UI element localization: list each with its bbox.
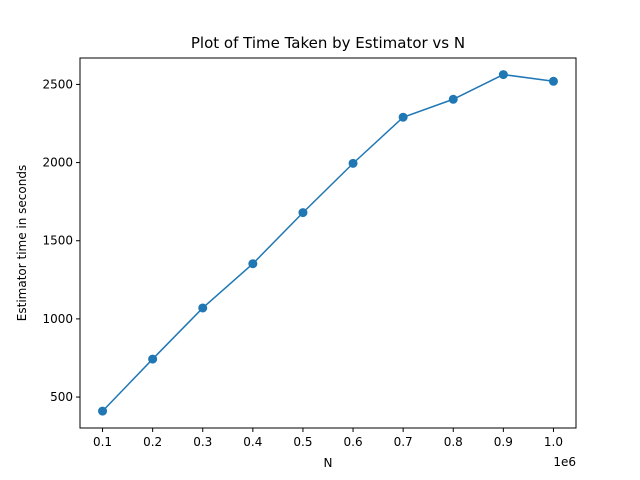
x-tick-label: 0.4: [243, 435, 262, 449]
series-layer: [98, 70, 558, 416]
y-tick-label: 2000: [42, 156, 73, 170]
data-point: [498, 70, 508, 80]
x-offset-label: 1e6: [553, 455, 576, 469]
x-tick-label: 0.1: [93, 435, 112, 449]
x-tick-label: 0.2: [143, 435, 162, 449]
plot-area: [79, 57, 577, 429]
x-tick-label: 0.3: [193, 435, 212, 449]
x-axis: 0.1 0.2 0.3 0.4 0.5 0.6 0.7 0.8 0.9 1.0: [93, 428, 563, 449]
y-tick-label: 1000: [42, 312, 73, 326]
x-tick-label: 0.8: [444, 435, 463, 449]
y-axis-label: Estimator time in seconds: [15, 165, 29, 321]
data-point: [198, 303, 208, 313]
data-point: [398, 112, 408, 122]
x-tick-label: 1.0: [544, 435, 563, 449]
y-tick-label: 2500: [42, 77, 73, 91]
y-axis: 500 1000 1500 2000 2500: [42, 77, 80, 404]
x-tick-label: 0.5: [293, 435, 312, 449]
data-point: [298, 208, 308, 218]
data-point: [348, 158, 358, 168]
chart-title: Plot of Time Taken by Estimator vs N: [191, 34, 465, 52]
data-point: [448, 94, 458, 104]
y-tick-label: 1500: [42, 234, 73, 248]
y-tick-label: 500: [50, 390, 73, 404]
axes-frame: [79, 57, 577, 429]
data-point: [548, 76, 558, 86]
x-tick-label: 0.7: [394, 435, 413, 449]
x-axis-label: N: [324, 456, 333, 470]
x-tick-label: 0.9: [494, 435, 513, 449]
series-line: [102, 73, 554, 412]
data-point: [148, 354, 158, 364]
data-point: [98, 406, 108, 416]
x-tick-label: 0.6: [344, 435, 363, 449]
data-point: [248, 259, 258, 269]
